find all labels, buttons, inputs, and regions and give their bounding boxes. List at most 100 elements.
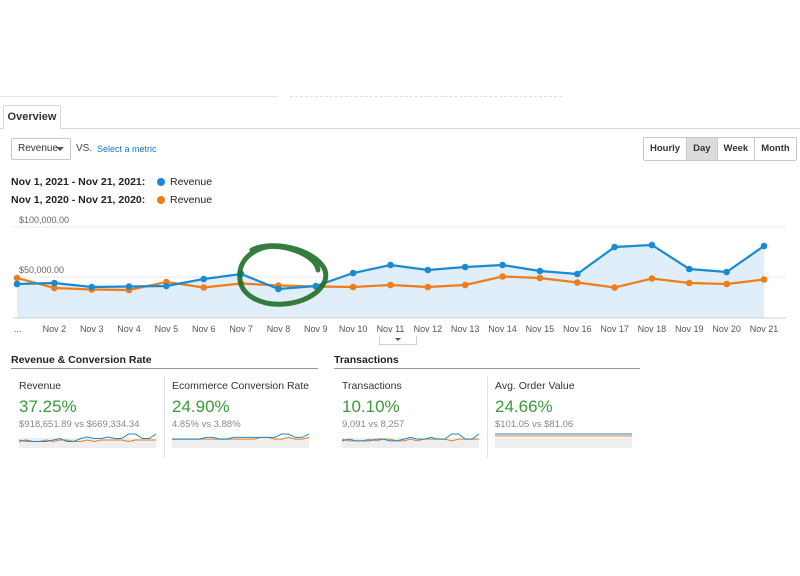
sparkline-background — [495, 438, 632, 448]
scorecard-transactions[interactable]: Transactions 10.10% 9,091 vs 8,257 — [334, 376, 487, 458]
scorecard-value: 24.66% — [495, 397, 553, 416]
legend-metric: Revenue — [170, 176, 213, 188]
data-point — [13, 280, 21, 288]
x-tick-label: Nov 16 — [563, 324, 592, 334]
scorecard-compare: 4.85% vs 3.88% — [172, 419, 241, 430]
section-title-revenue-conversion: Revenue & Conversion Rate — [11, 354, 318, 369]
scorecard-title: Transactions — [342, 380, 402, 392]
card-divider — [164, 376, 165, 458]
data-point — [88, 283, 95, 291]
x-tick-label: Nov 7 — [229, 324, 253, 334]
data-point — [387, 281, 394, 289]
x-tick-label: Nov 14 — [488, 324, 517, 334]
sparkline-series — [342, 438, 479, 442]
sparkline-series — [172, 433, 309, 440]
legend-item-previous: Nov 1, 2020 - Nov 21, 2020: Revenue — [11, 193, 212, 207]
data-point — [536, 274, 544, 282]
data-point — [275, 285, 282, 293]
scorecard-title: Avg. Order Value — [495, 380, 575, 392]
chevron-down-icon — [395, 338, 401, 341]
data-point — [499, 261, 506, 269]
hourly-button[interactable]: Hourly — [644, 138, 688, 160]
top-divider — [0, 96, 278, 97]
x-tick-label: Nov 12 — [414, 324, 443, 334]
scorecard-title: Revenue — [19, 380, 62, 392]
scorecard-sparkline — [495, 433, 632, 448]
x-tick-label: Nov 4 — [117, 324, 141, 334]
metric-select[interactable]: Revenue — [11, 138, 71, 160]
sparkline-background — [19, 438, 156, 448]
x-tick-label: Nov 17 — [600, 324, 629, 334]
x-tick-label: Nov 8 — [267, 324, 291, 334]
scorecard-ecommerce-conversion-rate[interactable]: Ecommerce Conversion Rate 24.90% 4.85% v… — [164, 376, 318, 458]
tab-bar-divider — [0, 128, 800, 129]
x-tick-label: Nov 20 — [712, 324, 741, 334]
data-point — [424, 283, 432, 291]
data-point — [573, 279, 581, 286]
legend-range: Nov 1, 2021 - Nov 21, 2021: — [11, 176, 146, 188]
x-tick-label: Nov 10 — [339, 324, 368, 334]
scorecard-compare: 9,091 vs 8,257 — [342, 419, 405, 430]
data-point — [200, 275, 208, 283]
tab-overview[interactable]: Overview — [3, 105, 61, 129]
x-tick-label: Nov 15 — [526, 324, 555, 334]
data-point — [13, 274, 21, 282]
scorecard-value: 24.90% — [172, 397, 230, 416]
data-point — [200, 284, 208, 291]
day-button[interactable]: Day — [687, 138, 718, 160]
range-button-group: Hourly Day Week Month — [643, 137, 797, 161]
x-tick-label: Nov 11 — [377, 324, 405, 334]
month-button[interactable]: Month — [755, 138, 796, 160]
x-tick-label: Nov 9 — [304, 324, 328, 334]
sparkline-series — [342, 433, 479, 442]
sparkline-series — [19, 433, 156, 442]
x-tick-label: Nov 19 — [675, 324, 704, 334]
scorecard-avg-order-value[interactable]: Avg. Order Value 24.66% $101.05 vs $81.0… — [487, 376, 641, 458]
scorecard-sparkline — [172, 433, 309, 448]
sparkline-background — [342, 438, 479, 448]
section-title-transactions: Transactions — [334, 354, 640, 369]
x-tick-label: Nov 2 — [43, 324, 67, 334]
legend-metric: Revenue — [170, 194, 213, 206]
series-area-fill — [17, 245, 764, 318]
scorecard-title: Ecommerce Conversion Rate — [172, 380, 310, 392]
data-point — [648, 275, 656, 282]
data-point — [461, 281, 469, 289]
legend-range: Nov 1, 2020 - Nov 21, 2020: — [11, 194, 146, 206]
legend-item-current: Nov 1, 2021 - Nov 21, 2021: Revenue — [11, 175, 212, 189]
data-point — [723, 280, 730, 288]
data-point — [424, 266, 432, 274]
data-point — [163, 282, 170, 290]
data-point — [760, 276, 768, 283]
card-divider — [487, 376, 488, 458]
legend-dot-icon — [157, 178, 165, 186]
data-point — [760, 242, 768, 250]
chart-expand-handle[interactable] — [379, 336, 417, 345]
select-metric-link[interactable]: Select a metric — [97, 144, 157, 154]
scorecard-sparkline — [19, 433, 156, 448]
x-tick-label: Nov 13 — [451, 324, 480, 334]
scorecard-value: 10.10% — [342, 397, 400, 416]
annotation-circle — [237, 243, 329, 307]
top-dashed-divider — [290, 96, 562, 97]
sparkline-background — [172, 438, 309, 448]
scorecard-revenue[interactable]: Revenue 37.25% $918,651.89 vs $669,334.3… — [11, 376, 164, 458]
data-point — [51, 279, 58, 287]
data-point — [51, 284, 58, 292]
data-point — [387, 261, 394, 269]
x-tick-label: Nov 3 — [80, 324, 104, 334]
data-point — [686, 265, 693, 273]
x-tick-label: Nov 18 — [638, 324, 667, 334]
x-tick-label: Nov 6 — [192, 324, 216, 334]
data-point — [349, 269, 357, 277]
data-point — [723, 268, 730, 276]
data-point — [611, 243, 618, 251]
data-point — [686, 279, 693, 287]
data-point — [573, 270, 581, 278]
scorecard-compare: $918,651.89 vs $669,334.34 — [19, 419, 140, 430]
data-point — [536, 267, 544, 275]
x-tick-label: ... — [14, 324, 22, 334]
vs-label: VS. — [76, 143, 93, 154]
data-point — [312, 282, 320, 290]
week-button[interactable]: Week — [717, 138, 756, 160]
